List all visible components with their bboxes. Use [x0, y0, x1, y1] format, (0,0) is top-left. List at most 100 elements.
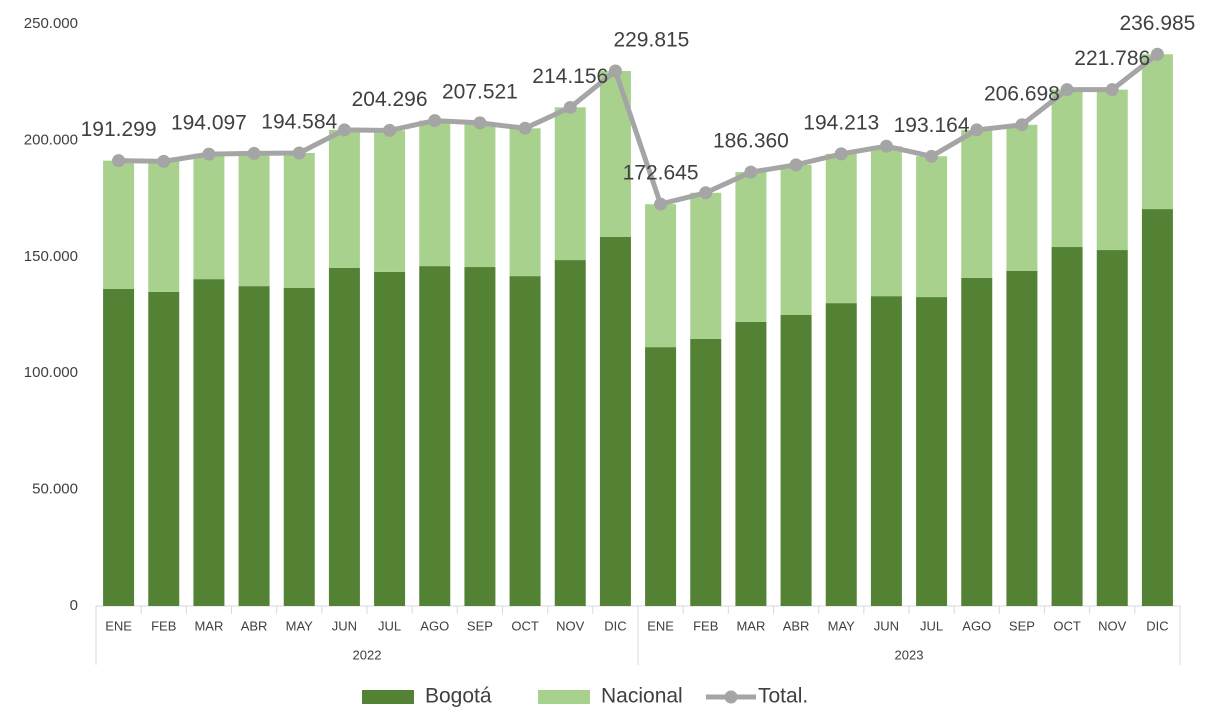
x-tick-label: FEB	[151, 618, 176, 633]
data-label: 204.296	[352, 88, 428, 111]
bar	[419, 266, 451, 606]
bar	[283, 152, 315, 288]
x-tick-label: MAY	[828, 618, 856, 633]
x-tick-label: DIC	[1146, 618, 1168, 633]
data-label: 193.164	[894, 114, 970, 137]
bar	[825, 153, 857, 304]
total-point	[1060, 83, 1074, 97]
total-point	[744, 165, 758, 179]
total-point	[337, 123, 351, 137]
bar	[1096, 89, 1128, 251]
x-tick-label: JUL	[378, 618, 401, 633]
total-point	[563, 100, 577, 114]
bar	[735, 321, 767, 606]
total-point	[608, 64, 622, 78]
total-point	[202, 147, 216, 161]
total-point	[879, 139, 893, 153]
group-label: 2022	[353, 647, 382, 662]
legend-label: Nacional	[601, 685, 683, 708]
bar	[961, 277, 993, 606]
data-label: 236.985	[1119, 12, 1195, 35]
data-label: 194.213	[803, 111, 879, 134]
x-tick-label: ABR	[783, 618, 810, 633]
bar	[238, 153, 270, 287]
total-point	[518, 121, 532, 135]
bar	[690, 192, 722, 339]
data-label: 229.815	[613, 29, 689, 52]
bar	[1006, 124, 1038, 272]
bar	[103, 160, 135, 289]
bar	[1141, 54, 1173, 210]
bar	[328, 129, 360, 268]
bar	[961, 129, 993, 278]
bar	[1141, 209, 1173, 607]
legend-label: Bogotá	[425, 685, 492, 708]
bar	[1096, 250, 1128, 606]
bar	[464, 122, 496, 268]
x-tick-label: FEB	[693, 618, 718, 633]
total-point	[383, 123, 397, 137]
bar	[554, 260, 586, 606]
total-point	[428, 114, 442, 128]
total-point	[112, 154, 126, 168]
data-label: 191.299	[81, 118, 157, 141]
bar	[148, 291, 180, 606]
y-tick-label: 100.000	[24, 364, 78, 381]
data-label: 194.584	[261, 111, 337, 134]
data-label: 194.097	[171, 112, 247, 135]
x-tick-label: JUL	[920, 618, 943, 633]
x-tick-label: MAR	[194, 618, 223, 633]
x-tick-label: ENE	[647, 618, 674, 633]
bar	[870, 146, 902, 297]
x-tick-label: OCT	[1053, 618, 1081, 633]
y-tick-label: 250.000	[24, 15, 78, 32]
x-tick-label: NOV	[556, 618, 585, 633]
bar	[645, 204, 677, 348]
bar	[509, 276, 541, 606]
x-tick-label: JUN	[332, 618, 357, 633]
x-tick-label: DIC	[604, 618, 626, 633]
total-point	[247, 146, 261, 160]
bar	[916, 297, 948, 606]
bar	[599, 237, 631, 606]
legend-point	[724, 690, 738, 704]
bar	[509, 128, 541, 277]
total-point	[473, 116, 487, 130]
legend-label: Total.	[758, 685, 808, 708]
x-tick-label: AGO	[962, 618, 991, 633]
total-point	[925, 149, 939, 163]
bar	[690, 338, 722, 606]
total-line	[118, 52, 1159, 207]
x-tick-label: OCT	[511, 618, 539, 633]
legend-swatch	[362, 690, 414, 704]
data-label: 206.698	[984, 82, 1060, 105]
y-tick-label: 50.000	[32, 481, 78, 498]
data-label: 207.521	[442, 80, 518, 103]
bar	[419, 120, 451, 267]
bar	[374, 130, 406, 272]
group-label: 2023	[895, 647, 924, 662]
total-point	[699, 186, 713, 200]
data-label: 186.360	[713, 130, 789, 153]
x-tick-label: SEP	[1009, 618, 1035, 633]
x-tick-label: MAY	[286, 618, 314, 633]
y-tick-label: 200.000	[24, 131, 78, 148]
x-tick-label: SEP	[467, 618, 493, 633]
y-tick-label: 150.000	[24, 248, 78, 265]
bar	[916, 156, 948, 298]
bar	[1051, 89, 1083, 248]
x-tick-label: ENE	[105, 618, 132, 633]
total-point	[1150, 47, 1164, 61]
bar	[825, 303, 857, 606]
y-tick-label: 0	[70, 597, 78, 614]
x-tick-label: AGO	[420, 618, 449, 633]
bar	[328, 267, 360, 606]
legend-swatch	[538, 690, 590, 704]
total-point	[1105, 83, 1119, 97]
total-point	[834, 147, 848, 161]
x-tick-label: MAR	[736, 618, 765, 633]
bar	[193, 154, 225, 280]
bar	[193, 279, 225, 606]
total-point	[157, 154, 171, 168]
